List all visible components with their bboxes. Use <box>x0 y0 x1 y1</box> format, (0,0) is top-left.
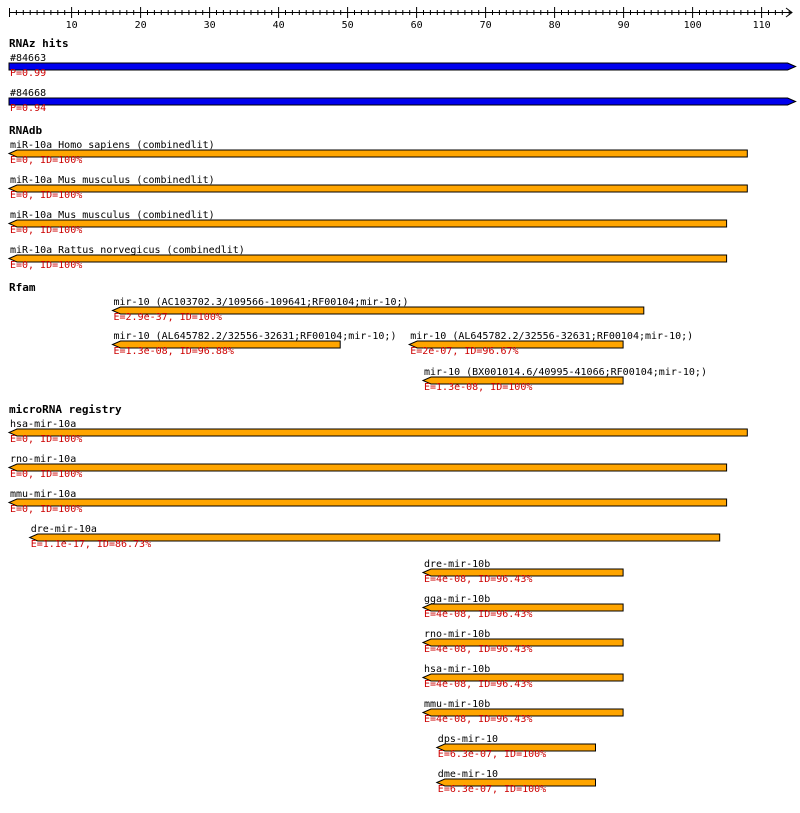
feature-score: E=0, ID=100% <box>10 260 82 271</box>
ruler-tick-label: 60 <box>411 20 423 31</box>
feature-label: hsa-mir-10b <box>424 664 490 675</box>
feature-arrow[interactable] <box>8 62 797 71</box>
feature-label: miR-10a Rattus norvegicus (combinedlit) <box>10 245 245 256</box>
ruler-tick-label: 90 <box>618 20 630 31</box>
track-title: Rfam <box>9 281 36 294</box>
ruler-tick-label: 80 <box>549 20 561 31</box>
feature-label: dme-mir-10 <box>438 769 498 780</box>
feature-score: E=2e-07, ID=96.67% <box>410 346 518 357</box>
feature-score: E=1.3e-08, ID=96.88% <box>114 346 234 357</box>
feature-label: #84668 <box>10 88 46 99</box>
feature-arrow[interactable] <box>111 340 341 349</box>
ruler-tick-label: 100 <box>684 20 702 31</box>
feature-label: miR-10a Mus musculus (combinedlit) <box>10 210 215 221</box>
feature-arrow[interactable] <box>421 603 624 612</box>
feature-score: E=4e-08, ID=96.43% <box>424 574 532 585</box>
feature-arrow[interactable] <box>421 673 624 682</box>
feature-score: E=0, ID=100% <box>10 155 82 166</box>
feature-score: P=0.94 <box>10 103 46 114</box>
feature-arrow[interactable] <box>421 708 624 717</box>
feature-score: E=4e-08, ID=96.43% <box>424 679 532 690</box>
feature-arrow[interactable] <box>8 97 797 106</box>
feature-arrow[interactable] <box>7 254 728 263</box>
feature-label: mir-10 (AC103702.3/109566-109641;RF00104… <box>114 297 409 308</box>
feature-arrow[interactable] <box>28 533 721 542</box>
feature-arrow[interactable] <box>7 463 728 472</box>
feature-label: dps-mir-10 <box>438 734 498 745</box>
feature-score: P=0.99 <box>10 68 46 79</box>
track-title: microRNA registry <box>9 403 122 416</box>
feature-label: mmu-mir-10a <box>10 489 76 500</box>
feature-label: mmu-mir-10b <box>424 699 490 710</box>
feature-arrow[interactable] <box>407 340 624 349</box>
feature-label: mir-10 (BX001014.6/40995-41066;RF00104;m… <box>424 367 707 378</box>
feature-label: miR-10a Mus musculus (combinedlit) <box>10 175 215 186</box>
feature-arrow[interactable] <box>7 149 748 158</box>
feature-score: E=6.3e-07, ID=100% <box>438 749 546 760</box>
feature-score: E=6.3e-07, ID=100% <box>438 784 546 795</box>
feature-arrow[interactable] <box>7 428 748 437</box>
ruler-end-arrow <box>785 7 793 18</box>
feature-score: E=0, ID=100% <box>10 469 82 480</box>
feature-label: dre-mir-10a <box>31 524 97 535</box>
feature-arrow[interactable] <box>7 498 728 507</box>
feature-label: dre-mir-10b <box>424 559 490 570</box>
feature-label: #84663 <box>10 53 46 64</box>
feature-label: rno-mir-10b <box>424 629 490 640</box>
feature-label: rno-mir-10a <box>10 454 76 465</box>
feature-arrow[interactable] <box>7 219 728 228</box>
feature-score: E=0, ID=100% <box>10 504 82 515</box>
ruler-tick-label: 70 <box>480 20 492 31</box>
feature-arrow[interactable] <box>435 778 596 787</box>
feature-score: E=2.9e-37, ID=100% <box>114 312 222 323</box>
feature-arrow[interactable] <box>435 743 596 752</box>
feature-score: E=1.3e-08, ID=100% <box>424 382 532 393</box>
feature-score: E=4e-08, ID=96.43% <box>424 714 532 725</box>
track-title: RNAdb <box>9 124 42 137</box>
feature-label: gga-mir-10b <box>424 594 490 605</box>
feature-label: miR-10a Homo sapiens (combinedlit) <box>10 140 215 151</box>
feature-arrow[interactable] <box>7 184 748 193</box>
feature-score: E=0, ID=100% <box>10 225 82 236</box>
ruler-tick-label: 30 <box>204 20 216 31</box>
ruler-tick-label: 20 <box>135 20 147 31</box>
feature-arrow[interactable] <box>421 376 624 385</box>
feature-score: E=4e-08, ID=96.43% <box>424 609 532 620</box>
ruler-tick-label: 40 <box>273 20 285 31</box>
feature-arrow[interactable] <box>111 306 645 315</box>
feature-arrow[interactable] <box>421 568 624 577</box>
feature-label: mir-10 (AL645782.2/32556-32631;RF00104;m… <box>114 331 397 342</box>
feature-arrow[interactable] <box>421 638 624 647</box>
feature-score: E=1.1e-17, ID=86.73% <box>31 539 151 550</box>
ruler-tick-label: 50 <box>342 20 354 31</box>
feature-label: mir-10 (AL645782.2/32556-32631;RF00104;m… <box>410 331 693 342</box>
feature-label: hsa-mir-10a <box>10 419 76 430</box>
feature-score: E=0, ID=100% <box>10 190 82 201</box>
feature-score: E=4e-08, ID=96.43% <box>424 644 532 655</box>
feature-score: E=0, ID=100% <box>10 434 82 445</box>
ruler-tick-label: 10 <box>66 20 78 31</box>
ruler-tick-label: 110 <box>753 20 771 31</box>
track-title: RNAz hits <box>9 37 69 50</box>
